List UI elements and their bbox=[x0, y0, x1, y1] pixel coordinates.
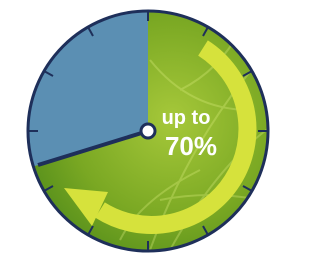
label-line-2: 70% bbox=[165, 131, 217, 161]
hand-pivot bbox=[141, 124, 155, 138]
dial-graphic: up to 70% bbox=[0, 0, 283, 261]
label-line-1: up to bbox=[162, 107, 211, 129]
